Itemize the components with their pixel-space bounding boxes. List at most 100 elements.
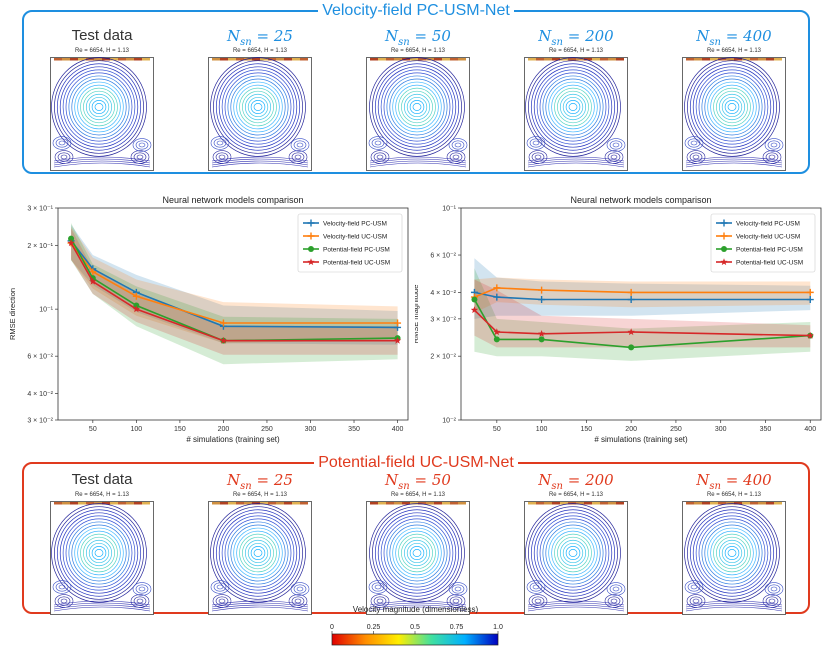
streamline-plot [682,57,786,171]
data-point [493,293,501,301]
y-tick: 2 × 10⁻¹ [27,243,58,250]
x-tick: 200 [625,420,637,433]
legend-marker [307,258,315,266]
rmse-direction-chart: Neural network models comparison 50 100 150… [8,195,409,444]
legend-entry: Potential-field PC-USM [303,246,390,254]
confidence-band [474,258,811,319]
colorbar-gradient [331,633,499,646]
svg-text:4 × 10⁻²: 4 × 10⁻² [430,290,456,297]
confidence-band [71,223,398,365]
velocity-field-panel-title: Velocity-field PC-USM-Net [318,2,514,19]
svg-text:200: 200 [218,426,230,433]
y-tick: 6 × 10⁻² [430,253,461,260]
streamline-plot [682,501,786,615]
data-point [219,336,228,344]
svg-text:3 × 10⁻²: 3 × 10⁻² [430,316,456,323]
plot-label: Nsn = 25 [227,471,293,492]
data-point [493,328,501,336]
y-tick: 10⁻¹ [442,206,461,213]
plot-label: Nsn = 400 [696,27,772,48]
potential-field-panel: Potential-field UC-USM-Net Test data Re =… [22,454,810,615]
x-tick: 250 [670,420,682,433]
velocity-field-panel: Velocity-field PC-USM-Net Test data Re = … [22,2,810,174]
svg-text:Potential-field PC-USM: Potential-field PC-USM [736,247,803,254]
data-point [132,292,140,300]
y-tick: 4 × 10⁻² [27,391,58,398]
svg-text:Velocity-field PC-USM: Velocity-field PC-USM [323,221,387,228]
x-tick: 400 [804,420,816,433]
data-point [394,319,402,327]
plot-subtitle: Re = 6654, H = 1.13 [390,48,446,54]
y-tick: 10⁻¹ [39,307,58,314]
y-tick: 3 × 10⁻² [430,316,461,323]
data-point [471,296,478,303]
legend-marker [307,232,315,240]
plot-label: Nsn = 50 [385,471,451,492]
svg-text:10⁻¹: 10⁻¹ [442,206,456,213]
plot-label: Nsn = 50 [385,27,451,48]
y-axis-label: RMSE magnitude [415,285,420,344]
streamline-plot [366,501,470,615]
potential-field-panel-title: Potential-field UC-USM-Net [314,454,518,471]
svg-text:300: 300 [305,426,317,433]
x-tick: 300 [715,420,727,433]
streamline-plot [50,57,154,171]
svg-text:6 × 10⁻²: 6 × 10⁻² [27,354,53,361]
y-tick: 3 × 10⁻¹ [27,206,58,213]
prediction-plot: Nsn = 50 Re = 6654, H = 1.13 [366,26,470,171]
data-point [627,288,635,296]
x-tick: 400 [392,420,404,433]
x-tick: 350 [348,420,360,433]
prediction-plot: Nsn = 25 Re = 6654, H = 1.13 [208,470,312,615]
data-point [219,319,227,327]
svg-text:6 × 10⁻²: 6 × 10⁻² [430,253,456,260]
data-point [627,296,635,304]
svg-text:250: 250 [670,426,682,433]
streamline-plot [50,501,154,615]
streamline-plot [208,501,312,615]
colorbar-tick: 0.5 [410,624,420,634]
plot-subtitle: Re = 6654, H = 1.13 [548,48,604,54]
svg-text:400: 400 [392,426,404,433]
x-axis-label: # simulations (training set) [594,435,688,444]
data-point [806,288,814,296]
prediction-plot: Nsn = 200 Re = 6654, H = 1.13 [524,470,628,615]
legend-entry: Potential-field UC-USM [303,258,390,267]
svg-text:250: 250 [261,426,273,433]
legend-entry: Velocity-field PC-USM [716,219,800,228]
y-tick: 2 × 10⁻² [430,354,461,361]
svg-text:10⁻²: 10⁻² [442,418,456,425]
plot-label: Nsn = 200 [538,27,614,48]
prediction-plot: Nsn = 400 Re = 6654, H = 1.13 [682,26,786,171]
x-tick: 150 [174,420,186,433]
x-tick: 350 [760,420,771,433]
svg-text:100: 100 [536,426,548,433]
test-data-plot: Test data Re = 6654, H = 1.13 [50,26,154,171]
svg-text:150: 150 [174,426,186,433]
x-tick: 100 [536,420,548,433]
data-point [806,296,814,304]
x-tick: 50 [89,420,97,433]
plot-subtitle: Re = 6654, H = 1.13 [706,48,762,54]
x-tick: 300 [305,420,317,433]
legend-marker [307,219,315,227]
plot-subtitle: Re = 6654, H = 1.13 [232,492,288,498]
colorbar-title: Velocity magnitude (dimensionless) [352,605,479,614]
chart-title: Neural network models comparison [570,195,711,205]
confidence-band [474,279,811,348]
data-point [68,235,75,242]
x-tick: 100 [131,420,142,433]
svg-text:2 × 10⁻¹: 2 × 10⁻¹ [27,243,53,250]
plot-label: Test data [71,27,133,44]
legend-marker [308,246,314,252]
legend-marker [721,246,727,252]
colorbar-tick: 0.75 [450,624,463,634]
legend-entry: Potential-field PC-USM [716,246,803,254]
colorbar-tick: 0.25 [367,624,380,634]
legend [710,213,816,273]
svg-text:400: 400 [804,426,816,433]
y-tick: 3 × 10⁻² [27,418,58,425]
legend-entry: Potential-field UC-USM [716,258,803,267]
confidence-band [474,277,811,313]
svg-text:200: 200 [625,426,637,433]
